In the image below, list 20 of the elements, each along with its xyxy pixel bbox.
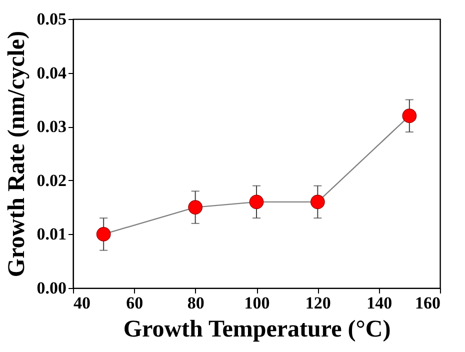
point [402,108,417,124]
x-tick-label: 100 [244,294,270,312]
y-tick-label: 0.04 [36,63,67,82]
x-tick-label: 140 [366,294,392,312]
y-tick-label: 0.05 [36,10,66,28]
x-tick-label: 80 [187,294,204,312]
x-axis-title: Growth Temperature (°C) [123,316,391,342]
y-tick-label: 0.03 [36,117,66,136]
y-axis-title: Growth Rate (nm/cycle) [4,30,30,278]
x-tick-label: 120 [305,294,331,312]
y-tick-label: 0.02 [36,170,66,190]
y-tick-label: 0.01 [36,224,66,244]
point [310,194,325,210]
point [96,227,111,242]
x-tick-label: 60 [126,294,144,312]
x-tick-label: 160 [415,294,440,312]
point [188,200,203,214]
y-tick-label: 0.00 [36,278,66,298]
x-tick-label: 40 [74,294,90,312]
point [249,194,264,210]
